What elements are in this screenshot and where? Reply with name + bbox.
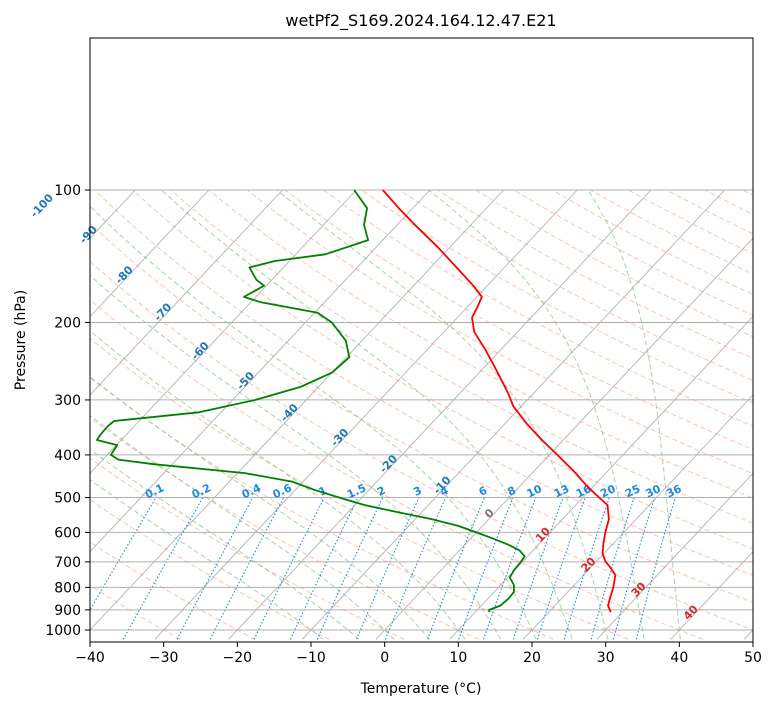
x-tick-label: −10 [296,650,326,666]
x-tick-label: −30 [149,650,179,666]
x-tick-label: −40 [75,650,105,666]
x-tick-label: −20 [223,650,253,666]
x-tick-label: 30 [597,650,615,666]
x-tick-label: 20 [523,650,541,666]
y-axis-label: Pressure (hPa) [13,290,29,390]
x-tick-label: 0 [380,650,389,666]
y-tick-label: 900 [54,603,81,619]
y-tick-label: 300 [54,393,81,409]
y-tick-label: 500 [54,491,81,507]
y-tick-label: 600 [54,525,81,541]
y-tick-label: 800 [54,580,81,596]
x-tick-label: 50 [744,650,762,666]
y-tick-label: 400 [54,448,81,464]
x-tick-label: 40 [670,650,688,666]
x-tick-label: 10 [449,650,467,666]
x-axis-label: Temperature (°C) [360,681,482,697]
y-tick-label: 1000 [45,623,81,639]
y-tick-label: 200 [54,315,81,331]
chart-title: wetPf2_S169.2024.164.12.47.E21 [285,11,556,31]
y-tick-label: 700 [54,555,81,571]
y-tick-label: 100 [54,183,81,199]
